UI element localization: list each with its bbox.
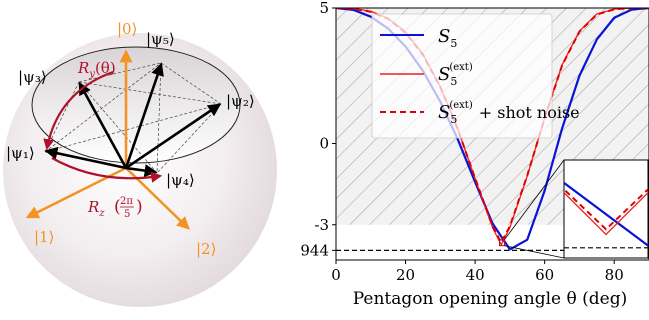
zoom-connector-top [504, 159, 565, 240]
psi4-label: |ψ₄⟩ [166, 171, 195, 189]
inset-series-S5ext [564, 191, 648, 236]
y-tick-label: 0 [319, 134, 329, 152]
s5-chart: 5 0 -3 -3.944 0 20 40 60 80 Pentagon opening an… [300, 0, 649, 309]
series-S5ext_noise [336, 8, 649, 244]
basis-0-label: |0⟩ [117, 20, 137, 38]
bloch-sphere-diagram: |ψ₁⟩ |ψ₂⟩ |ψ₃⟩ |ψ₄⟩ |ψ₅⟩ |0⟩ |1⟩ |2⟩ Ry(… [3, 20, 277, 307]
plot-frame [335, 7, 649, 261]
svg-text:Rz: Rz [87, 198, 105, 219]
y-tick-label: -3.944 [300, 241, 329, 259]
psi4-arrow [125, 164, 158, 178]
svg-text:2π: 2π [120, 196, 133, 207]
legend: S5 S5(ext) S5(ext) + shot noise [371, 13, 580, 139]
zoom-inset [563, 159, 649, 259]
legend-s5ext-text: S5(ext) [438, 62, 473, 88]
basis-1-label: |1⟩ [34, 228, 54, 246]
legend-s5-text: S5 [438, 26, 457, 50]
x-tick-label: 40 [466, 266, 485, 284]
psi5-label: |ψ₅⟩ [146, 30, 175, 48]
rz-rotation-arc [51, 157, 163, 183]
psi2-arrow [125, 103, 222, 170]
svg-text:(: ( [114, 197, 121, 217]
zoom-region-marker [498, 239, 505, 247]
psi3-label: |ψ₃⟩ [18, 68, 47, 86]
rz-label: Rz ( 2π 5 ) [87, 196, 143, 220]
legend-s5ext-noise-text: S5(ext) + shot noise [438, 100, 580, 126]
psi2-label: |ψ₂⟩ [226, 92, 255, 110]
psi1-label: |ψ₁⟩ [6, 144, 35, 162]
psi5-arrow [124, 62, 164, 169]
psi1-arrow [44, 146, 127, 170]
basis-2-label: |2⟩ [196, 240, 216, 258]
x-tick-label: 60 [535, 266, 554, 284]
state-vectors [44, 62, 222, 178]
svg-text:5: 5 [124, 209, 130, 220]
x-tick-label: 20 [396, 266, 415, 284]
y-tick-label: 5 [319, 0, 329, 17]
svg-text:): ) [136, 197, 143, 217]
y-tick-label: -3 [314, 216, 329, 234]
zoom-connector-bottom [504, 245, 565, 259]
ry-rotation-arc [43, 70, 114, 151]
x-axis-label: Pentagon opening angle θ (deg) [353, 289, 628, 309]
ry-label: Ry(θ) [77, 59, 116, 80]
pentagon-disc [31, 46, 241, 164]
x-tick-label: 80 [605, 266, 624, 284]
psi3-arrow [78, 81, 128, 169]
x-tick-label: 0 [331, 266, 341, 284]
